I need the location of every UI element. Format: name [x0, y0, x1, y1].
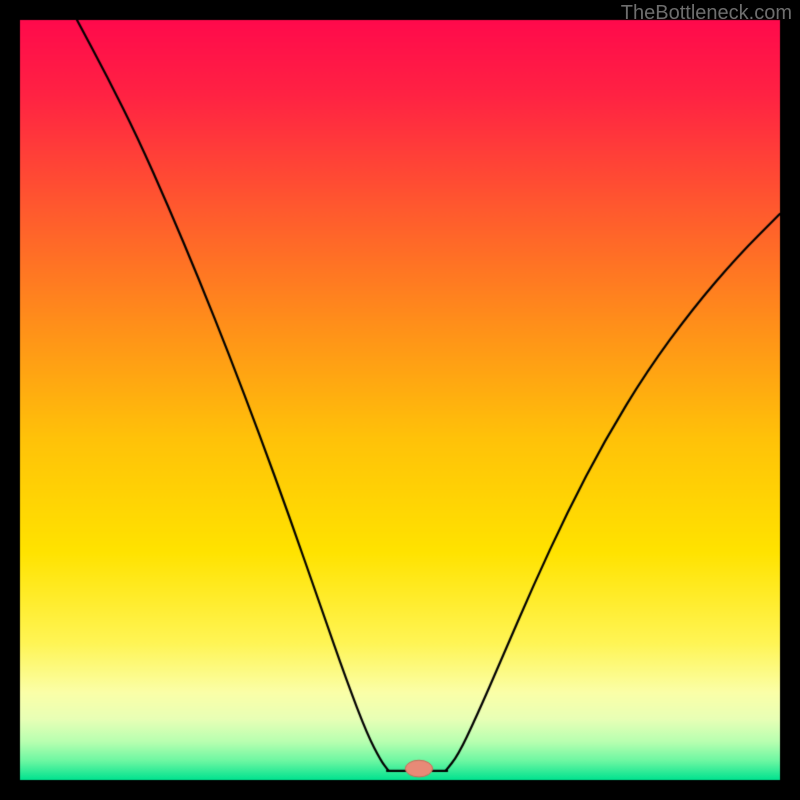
watermark-text: TheBottleneck.com	[621, 2, 792, 25]
bottleneck-chart-canvas	[0, 0, 800, 800]
chart-stage: TheBottleneck.com	[0, 0, 800, 800]
